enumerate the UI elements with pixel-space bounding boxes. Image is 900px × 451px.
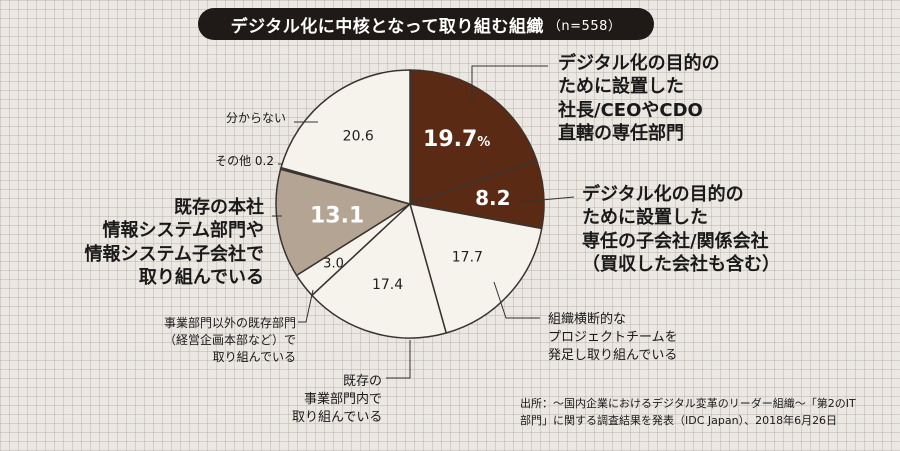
chart-title-text: デジタル化に中核となって取り組む組織 [230,16,544,37]
category-label-line: デジタル化の目的の [582,184,744,205]
value-label-8: 20.6 [343,129,374,145]
value-unit: % [477,135,490,150]
value-label-2: 8.2 [475,186,510,210]
category-label-5: 事業部門以外の既存部門 （経営企画本部など）で取り組んでいる [78,315,296,365]
leader-line-5 [298,289,314,323]
value-label-4: 17.4 [372,277,403,293]
pie-slice-4 [311,203,447,339]
category-label-4: 既存の事業部門内で取り組んでいる [292,373,382,428]
category-label-line: 事業部門内で [303,392,382,408]
category-label-line: 情報システム部門や [102,220,264,242]
chart-title: デジタル化に中核となって取り組む組織 （n=558） [198,8,654,40]
category-label-line: 発足し取り組んでいる [548,348,678,364]
category-label-line: プロジェクトチームを [548,330,678,346]
category-label-line: ために設置した [558,76,684,98]
pie-slice-8 [280,69,411,205]
source-line-2: 部門」に関する調査結果を発表（IDC Japan）、2018年6月26日 [520,413,838,427]
leader-line-4 [386,340,411,379]
category-label-line: 分からない [225,111,286,125]
category-label-line: デジタル化の目的の [558,53,720,74]
category-label-line: 情報システム子会社で [84,243,264,265]
category-label-line: 社長/CEOやCDO [558,99,703,121]
category-label-3: 組織横断的なプロジェクトチームを 発足し取り組んでいる [548,311,678,366]
category-label-line: （経営企画本部など）で [163,332,296,347]
value-label-3: 17.7 [452,249,483,265]
leader-line-3 [493,281,540,319]
category-label-line: 取り組んでいる [138,267,264,289]
category-label-7: その他 0.2 [150,153,274,170]
category-label-line: 組織横断的な [548,312,627,327]
source-line-1: 出所：～国内企業におけるデジタル変革のリーダー組織～「第2のIT [520,397,856,410]
sample-size: （n=558） [547,18,622,34]
category-label-6: 既存の本社 情報システム部門や 情報システム子会社で 取り組んでいる [32,196,264,290]
category-label-line: その他 0.2 [215,154,274,168]
category-label-line: 事業部門以外の既存部門 [163,316,296,330]
category-label-line: ために設置した [582,207,708,229]
pie-slice-3 [409,203,543,334]
category-label-8: 分からない [166,110,286,127]
category-label-line: 直轄の専任部門 [558,123,684,145]
source-note: 出所：～国内企業におけるデジタル変革のリーダー組織～「第2のIT 部門」に関する… [520,396,856,429]
category-label-1: デジタル化の目的の ために設置した 社長/CEOやCDO 直轄の専任部門 [558,52,720,146]
category-label-line: 既存の本社 [174,197,264,218]
category-label-2: デジタル化の目的の ために設置した 専任の子会社/関係会社 （買収した会社も含む） [582,183,780,277]
category-label-line: 取り組んでいる [212,349,296,364]
value-label-5: 3.0 [323,256,344,271]
value-label-6: 13.1 [310,204,364,229]
category-label-line: 既存の [342,374,382,389]
category-label-line: 取り組んでいる [292,410,383,426]
leader-line-2 [519,196,575,203]
category-label-line: （買収した会社も含む） [582,254,780,276]
category-label-line: 専任の子会社/関係会社 [582,230,769,252]
leader-line-1 [471,65,548,102]
